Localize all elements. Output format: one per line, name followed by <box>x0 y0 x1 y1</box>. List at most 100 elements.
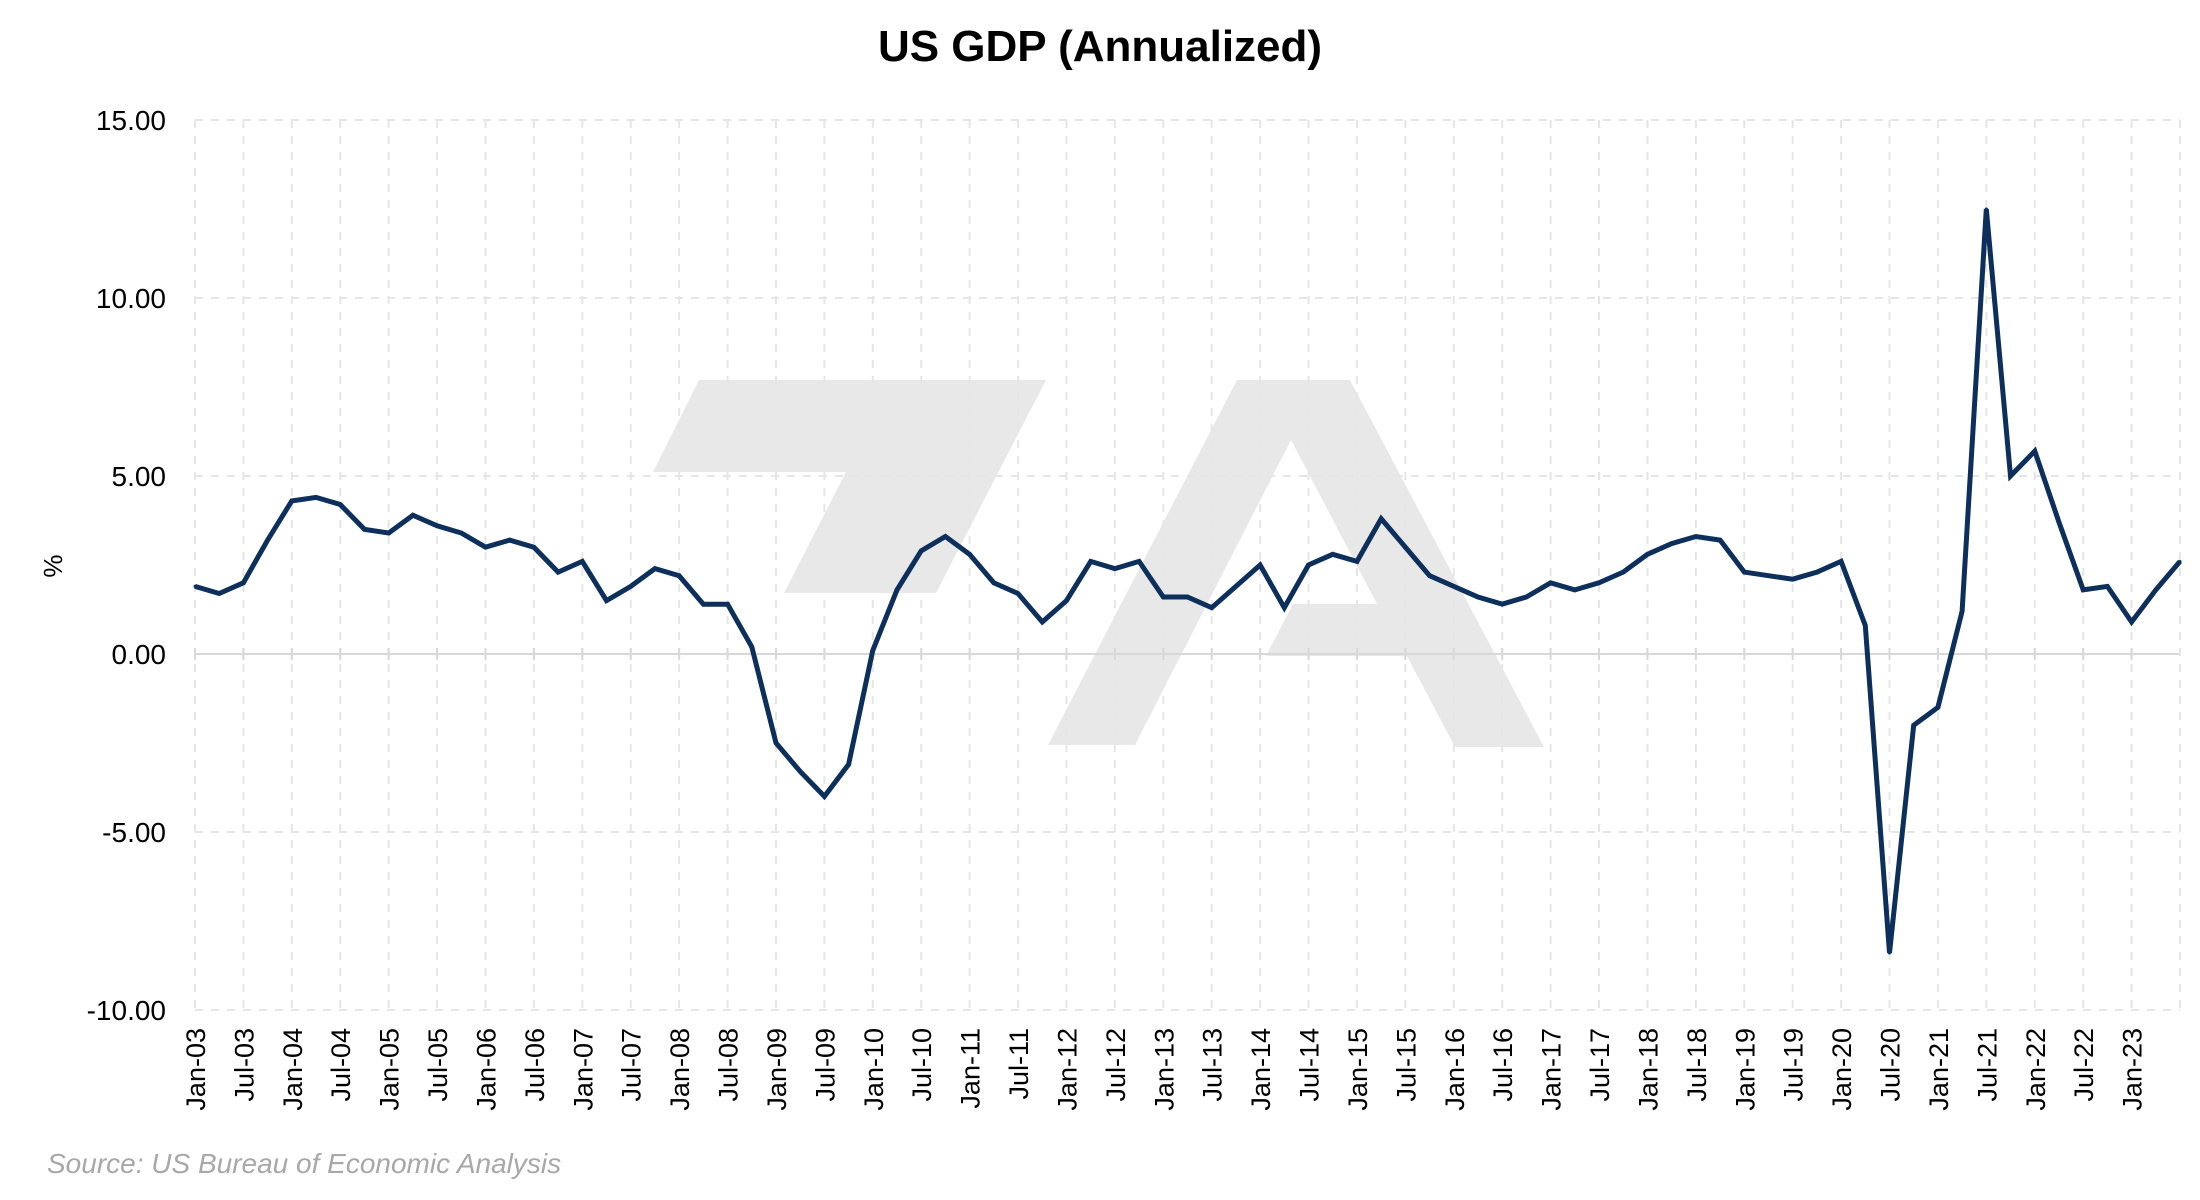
data-point <box>2154 588 2158 592</box>
data-point <box>2057 520 2061 524</box>
data-point <box>532 545 536 549</box>
data-point <box>387 531 391 535</box>
watermark-seven-shape <box>653 380 1046 593</box>
data-point <box>774 741 778 745</box>
data-point <box>2081 588 2085 592</box>
data-point <box>847 762 851 766</box>
data-point <box>580 559 584 563</box>
data-point <box>2009 474 2013 478</box>
data-point <box>1791 577 1795 581</box>
x-tick-label: Jul-21 <box>1972 1028 2002 1102</box>
data-point <box>1549 581 1553 585</box>
watermark-a-shape <box>1048 380 1544 747</box>
y-tick-label: 10.00 <box>96 283 166 314</box>
data-point <box>1524 595 1528 599</box>
y-tick-label: 15.00 <box>96 105 166 136</box>
x-tick-label: Jan-10 <box>859 1028 889 1111</box>
x-tick-label: Jan-19 <box>1730 1028 1760 1111</box>
data-point <box>968 552 972 556</box>
data-point <box>1912 723 1916 727</box>
data-point <box>895 588 899 592</box>
data-point <box>1960 609 1964 613</box>
data-point <box>919 549 923 553</box>
data-point <box>1428 574 1432 578</box>
data-point <box>605 599 609 603</box>
x-tick-label: Jan-05 <box>375 1028 405 1111</box>
data-point <box>338 502 342 506</box>
data-point <box>2178 559 2182 563</box>
data-point <box>1186 595 1189 599</box>
x-tick-label: Jan-16 <box>1440 1028 1470 1111</box>
data-point <box>1936 705 1940 709</box>
data-point <box>1113 567 1117 571</box>
data-point <box>1984 207 1988 211</box>
data-point <box>2130 620 2134 624</box>
data-point <box>556 570 560 574</box>
data-point <box>1839 559 1843 563</box>
data-point <box>1210 606 1214 610</box>
data-point <box>1718 538 1722 542</box>
data-point <box>483 545 487 549</box>
data-point <box>1573 588 1577 592</box>
x-tick-label: Jan-23 <box>2118 1028 2148 1111</box>
x-tick-label: Jul-05 <box>423 1028 453 1102</box>
data-point <box>1040 620 1044 624</box>
data-point <box>362 527 366 531</box>
data-point <box>2105 584 2109 588</box>
x-tick-label: Jul-06 <box>520 1028 550 1102</box>
data-point <box>217 591 221 595</box>
data-point <box>1331 552 1335 556</box>
data-point <box>435 524 439 528</box>
x-tick-label: Jan-09 <box>762 1028 792 1111</box>
x-tick-label: Jul-12 <box>1101 1028 1131 1102</box>
data-point <box>1476 595 1480 599</box>
gridlines <box>194 119 2181 1011</box>
x-tick-label: Jan-12 <box>1052 1028 1082 1111</box>
data-point <box>1282 606 1286 610</box>
data-point <box>1064 599 1068 603</box>
x-tick-label: Jul-20 <box>1876 1028 1906 1102</box>
data-point <box>1403 545 1407 549</box>
x-tick-label: Jul-11 <box>1004 1028 1034 1100</box>
chart-title: US GDP (Annualized) <box>877 22 1323 71</box>
data-point <box>750 645 754 649</box>
data-point <box>266 538 270 542</box>
data-point <box>629 584 633 588</box>
x-tick-label: Jul-08 <box>714 1028 744 1102</box>
x-tick-label: Jul-14 <box>1295 1028 1325 1102</box>
data-point <box>2033 449 2037 453</box>
data-point <box>1597 581 1601 585</box>
x-tick-label: Jul-09 <box>810 1028 840 1102</box>
x-tick-label: Jan-11 <box>956 1028 986 1109</box>
data-point <box>1888 951 1892 955</box>
x-tick-label: Jul-18 <box>1682 1028 1712 1102</box>
y-tick-label: 5.00 <box>112 461 167 492</box>
data-point <box>1694 535 1698 539</box>
y-axis-label: % <box>38 554 68 577</box>
data-point <box>1863 624 1867 628</box>
x-tick-label: Jan-22 <box>2021 1028 2051 1111</box>
data-point <box>726 602 730 606</box>
x-tick-label: Jan-03 <box>181 1028 211 1111</box>
data-point <box>1379 517 1383 521</box>
x-tick-label: Jan-13 <box>1149 1028 1179 1111</box>
x-tick-label: Jan-15 <box>1343 1028 1373 1111</box>
x-tick-label: Jan-04 <box>278 1028 308 1111</box>
data-point <box>1645 552 1649 556</box>
data-point <box>241 581 245 585</box>
data-point <box>992 581 996 585</box>
data-point <box>1234 584 1238 588</box>
data-point <box>459 531 463 535</box>
data-point <box>1355 559 1359 563</box>
data-point <box>943 535 947 539</box>
data-point <box>1500 602 1504 606</box>
x-tick-label: Jul-15 <box>1391 1028 1421 1102</box>
x-tick-label: Jul-07 <box>617 1028 647 1102</box>
x-tick-label: Jan-18 <box>1633 1028 1663 1111</box>
x-tick-label: Jan-17 <box>1537 1028 1567 1111</box>
source-note: Source: US Bureau of Economic Analysis <box>47 1148 562 1179</box>
data-point <box>1670 542 1674 546</box>
data-point <box>677 574 681 578</box>
data-point <box>653 567 657 571</box>
